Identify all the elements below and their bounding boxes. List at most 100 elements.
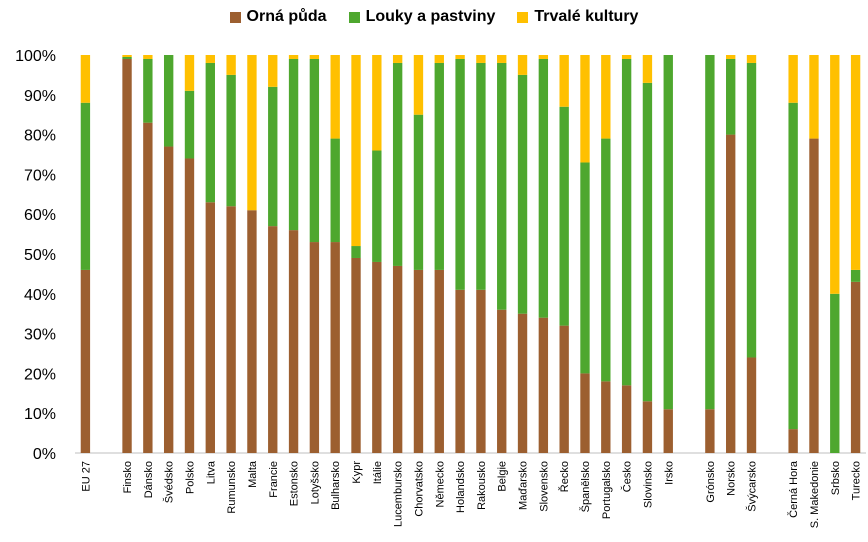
bar-segment-louky-a-pastviny: [184, 90, 195, 159]
bar-segment-trvale-kultury: [746, 55, 757, 63]
bar-segment-orna-puda: [226, 206, 236, 453]
bar-segment-trvale-kultury: [351, 55, 361, 247]
y-tick-label: 50%: [24, 247, 56, 264]
x-tick-label: Malta: [247, 460, 259, 488]
y-tick-label: 90%: [24, 88, 56, 105]
bar-segment-trvale-kultury: [621, 55, 632, 59]
bar-segment-louky-a-pastviny: [497, 62, 507, 310]
bar-segment-orna-puda: [434, 269, 444, 453]
bar-segment-orna-puda: [309, 242, 320, 453]
x-tick-label: Černá Hora: [787, 460, 800, 518]
legend-item-orna-puda: Orná půda: [229, 8, 327, 26]
x-tick-label: Turecko: [851, 461, 863, 500]
bar-segment-louky-a-pastviny: [268, 86, 278, 227]
bar-segment-louky-a-pastviny: [601, 138, 611, 382]
x-tick-label: Španělsko: [579, 461, 592, 512]
bar-segment-trvale-kultury: [330, 55, 340, 139]
x-tick-label: Itálie: [372, 461, 384, 484]
x-tick-label: Chorvatsko: [413, 461, 425, 517]
x-tick-label: Řecko: [558, 461, 571, 492]
bar-segment-louky-a-pastviny: [226, 74, 236, 207]
bar-segment-louky-a-pastviny: [330, 138, 340, 243]
bar-segment-trvale-kultury: [559, 55, 569, 107]
bar-segment-louky-a-pastviny: [726, 58, 736, 135]
bar-segment-orna-puda: [642, 401, 653, 453]
bar-segment-trvale-kultury: [455, 55, 465, 59]
bar-segment-trvale-kultury: [538, 55, 549, 59]
bar-segment-louky-a-pastviny: [705, 55, 715, 410]
bar-segment-orna-puda: [205, 202, 215, 453]
y-tick-label: 60%: [24, 207, 56, 224]
bar-segment-orna-puda: [746, 357, 757, 453]
bar-segment-louky-a-pastviny: [642, 82, 653, 402]
bar-segment-trvale-kultury: [143, 55, 153, 59]
bar-segment-louky-a-pastviny: [830, 293, 840, 453]
bar-segment-louky-a-pastviny: [788, 102, 798, 430]
bar-segment-trvale-kultury: [434, 55, 444, 63]
bar-segment-orna-puda: [268, 226, 278, 453]
legend-label-louky: Louky a pastviny: [365, 8, 496, 25]
x-tick-label: Bulharsko: [330, 461, 342, 510]
bar-segment-orna-puda: [538, 317, 549, 453]
x-tick-label: Rumunsko: [226, 461, 238, 514]
bar-segment-orna-puda: [163, 146, 174, 454]
x-tick-label: Holandsko: [455, 461, 467, 513]
bar-segment-orna-puda: [288, 230, 299, 453]
bar-segment-orna-puda: [621, 385, 632, 453]
bar-segment-orna-puda: [726, 134, 736, 453]
y-tick-label: 70%: [24, 167, 56, 184]
x-tick-label: Belgie: [497, 461, 509, 492]
bar-segment-trvale-kultury: [268, 55, 278, 87]
bar-segment-orna-puda: [476, 289, 486, 453]
legend-label-trvale: Trvalé kultury: [534, 8, 639, 25]
bar-segment-trvale-kultury: [205, 55, 215, 63]
bar-segment-louky-a-pastviny: [559, 106, 569, 326]
bar-segment-orna-puda: [372, 261, 382, 453]
bar-segment-trvale-kultury: [726, 55, 736, 59]
bar-segment-orna-puda: [330, 242, 340, 453]
x-tick-label: Slovinsko: [642, 461, 654, 508]
bar-segment-louky-a-pastviny: [392, 62, 403, 266]
x-tick-label: Francie: [268, 461, 280, 498]
y-tick-label: 80%: [24, 128, 56, 145]
legend-swatch-orna-puda: [229, 11, 241, 23]
legend-swatch-trvale: [517, 11, 529, 23]
y-tick-label: 30%: [24, 327, 56, 344]
bar-segment-louky-a-pastviny: [309, 58, 320, 243]
bar-segment-orna-puda: [247, 210, 257, 453]
bar-segment-trvale-kultury: [122, 55, 132, 57]
bar-segment-louky-a-pastviny: [746, 62, 757, 358]
x-tick-label: Litva: [205, 460, 217, 484]
bar-segment-trvale-kultury: [288, 55, 299, 59]
bar-segment-trvale-kultury: [184, 55, 195, 91]
bar-segment-louky-a-pastviny: [413, 114, 424, 270]
bar-segment-louky-a-pastviny: [850, 269, 861, 282]
bar-segment-trvale-kultury: [413, 55, 424, 115]
x-tick-label: Švédsko: [163, 461, 176, 503]
legend-item-trvale: Trvalé kultury: [517, 8, 638, 26]
bar-segment-trvale-kultury: [80, 55, 91, 103]
y-tick-label: 100%: [15, 48, 56, 65]
bar-segment-orna-puda: [580, 373, 590, 453]
bar-segment-louky-a-pastviny: [621, 58, 632, 386]
bar-segment-trvale-kultury: [788, 55, 798, 103]
x-tick-label: Dánsko: [143, 461, 155, 498]
x-tick-label: Česko: [621, 461, 634, 492]
x-tick-label: Švýcarsko: [746, 461, 759, 512]
x-tick-label: Portugalsko: [601, 461, 613, 519]
bar-segment-louky-a-pastviny: [517, 74, 528, 314]
bar-segment-orna-puda: [497, 309, 507, 453]
bar-segment-louky-a-pastviny: [434, 62, 444, 270]
bar-segment-louky-a-pastviny: [351, 246, 361, 258]
bar-segment-trvale-kultury: [392, 55, 403, 63]
x-tick-label: S. Makedonie: [809, 461, 821, 528]
bar-segment-trvale-kultury: [497, 55, 507, 63]
bar-segment-louky-a-pastviny: [455, 58, 465, 290]
bar-segment-louky-a-pastviny: [663, 55, 673, 410]
bar-segment-trvale-kultury: [642, 55, 653, 83]
bar-segment-louky-a-pastviny: [205, 62, 215, 203]
bar-segment-orna-puda: [850, 281, 861, 453]
bar-segment-orna-puda: [601, 381, 611, 453]
bar-segment-trvale-kultury: [247, 55, 257, 211]
